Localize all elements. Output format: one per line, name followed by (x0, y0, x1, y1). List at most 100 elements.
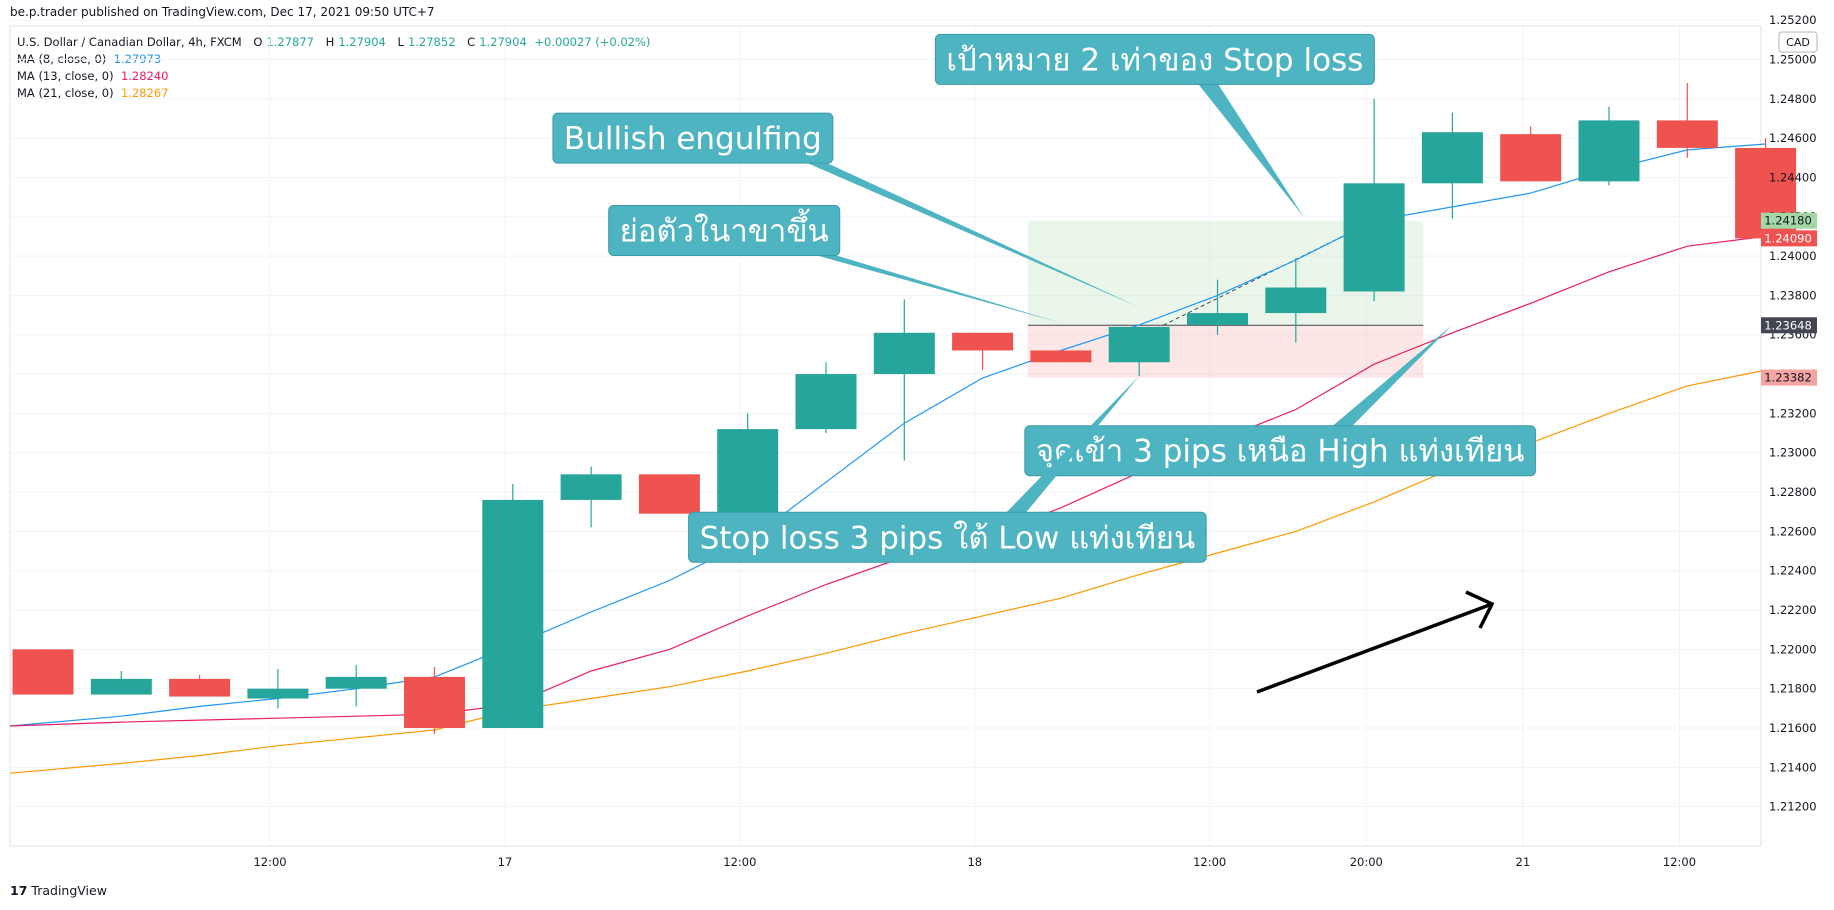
candle-bearish (404, 676, 465, 729)
price-tick-label: 1.23200 (1769, 406, 1817, 420)
time-axis: 12:00 17 12:00 18 12:00 20:00 21 12:00 (253, 855, 1696, 869)
price-tick-label: 1.22200 (1769, 603, 1817, 617)
published-info: be.p.trader published on TradingView.com… (10, 5, 435, 19)
price-tick-label: 1.24800 (1769, 92, 1817, 106)
candle-bullish (1578, 120, 1640, 182)
price-tick-label: 1.24000 (1769, 249, 1817, 263)
close-value: 1.27904 (479, 35, 527, 49)
price-label-box (1761, 369, 1817, 386)
price-tick-label: 1.22600 (1769, 524, 1817, 538)
time-tick-label: 12:00 (723, 855, 756, 869)
price-label-box (1761, 317, 1817, 334)
annotation-box-4 (688, 511, 1207, 563)
high-value: 1.27904 (338, 35, 386, 49)
price-tick-label: 1.24600 (1769, 131, 1817, 145)
price-label-box (1761, 212, 1817, 229)
candle-bullish (873, 332, 935, 375)
footer-brand[interactable]: 17 TradingView (10, 883, 107, 898)
stop-zone (1027, 325, 1424, 378)
annotation-text-0: เป้าหมาย 2 เท่าของ Stop loss (946, 42, 1363, 78)
annotation-text-2: ย่อตัวในาขาขึ้น (620, 209, 829, 250)
price-tick-label: 1.21200 (1769, 800, 1817, 814)
trend-arrow (1256, 590, 1495, 694)
candle-bearish (1500, 134, 1562, 182)
candles (12, 83, 1797, 734)
annotation-text-4: Stop loss 3 pips ใต้ Low แท่งเทียน (700, 520, 1196, 556)
ma21-label: MA (21, close, 0) (17, 86, 114, 100)
candle-bearish (1030, 350, 1092, 363)
ma13-label: MA (13, close, 0) (17, 69, 114, 83)
candle-bullish (1343, 183, 1405, 292)
candle-bearish (638, 474, 700, 514)
price-tick-label: 1.22400 (1769, 564, 1817, 578)
ma21-legend[interactable]: MA (21, close, 0) 1.28267 (17, 85, 650, 102)
ma21-value: 1.28267 (120, 86, 169, 100)
currency-badge (1778, 31, 1818, 53)
candle-bullish (482, 499, 544, 729)
time-tick-label: 12:00 (253, 855, 286, 869)
annotation-pointer-3 (1330, 324, 1453, 428)
ma13-value: 1.28240 (120, 69, 169, 83)
price-tick-label: 1.23800 (1769, 288, 1817, 302)
price-tick-label: 1.21800 (1769, 682, 1817, 696)
price-tick-label: 1.24400 (1769, 170, 1817, 184)
price-tick-label: 1.22800 (1769, 485, 1817, 499)
candle-bullish (795, 374, 857, 430)
ma13-legend[interactable]: MA (13, close, 0) 1.28240 (17, 68, 650, 85)
symbol-title[interactable]: U.S. Dollar / Canadian Dollar, 4h, FXCM (17, 35, 242, 49)
candle-bullish (1265, 287, 1327, 314)
time-tick-label: 12:00 (1663, 855, 1696, 869)
annotation-text-3: จุดเข้า 3 pips เหนือ High แท่งเทียน (1036, 434, 1525, 471)
open-label: O (253, 35, 263, 49)
candle-bullish (1108, 326, 1170, 363)
open-value: 1.27877 (266, 35, 314, 49)
candle-bearish (169, 678, 231, 697)
low-value: 1.27852 (407, 35, 456, 49)
price-tick-label: 1.25000 (1769, 52, 1817, 66)
candle-bullish (717, 429, 779, 514)
annotation-pointer-1 (802, 161, 1140, 308)
price-label-text: 1.23382 (1764, 371, 1812, 385)
ma-line-1 (9, 235, 1766, 727)
price-label-text: 1.23648 (1764, 318, 1812, 332)
annotation-box-0 (934, 33, 1375, 85)
candle-bullish (1421, 132, 1483, 184)
low-label: L (397, 35, 404, 49)
candle-bullish (90, 678, 152, 695)
time-tick-label: 18 (967, 855, 982, 869)
time-tick-label: 21 (1516, 855, 1531, 869)
annotation-box-3 (1024, 425, 1536, 477)
candle-bearish (952, 332, 1014, 351)
price-axis: 1.21200 1.21400 1.21600 1.21800 1.22000 1.222… (1761, 13, 1818, 814)
trend-arrow-shaft (1256, 602, 1493, 694)
close-label: C (467, 35, 476, 49)
annotations: เป้าหมาย 2 เท่าของ Stop loss Bullish engu… (552, 33, 1536, 563)
price-tick-label: 1.21400 (1769, 760, 1817, 774)
price-label-text: 1.24090 (1764, 231, 1812, 245)
currency-label: CAD (1786, 36, 1810, 49)
time-tick-label: 20:00 (1350, 855, 1383, 869)
chart-legend: U.S. Dollar / Canadian Dollar, 4h, FXCM … (17, 34, 650, 102)
brand-name: TradingView (31, 883, 107, 898)
candle-bullish (325, 676, 387, 689)
annotation-pointer-4 (1004, 376, 1140, 515)
candle-bullish (1187, 313, 1248, 325)
time-tick-label: 17 (498, 855, 513, 869)
candle-bullish (560, 474, 622, 500)
price-label-box (1761, 230, 1817, 247)
candle-bearish (1656, 120, 1718, 148)
high-label: H (325, 35, 335, 49)
annotation-text-1: Bullish engulfing (564, 121, 822, 157)
candle-bullish (247, 688, 309, 699)
annotation-box-2 (608, 205, 841, 257)
price-label-text: 1.24180 (1764, 214, 1812, 228)
price-tick-label: 1.21600 (1769, 721, 1817, 735)
change-value: +0.00027 (+0.02%) (534, 35, 651, 49)
trend-arrow-head (1465, 590, 1495, 629)
tv-logo-icon: 17 (10, 883, 28, 898)
ohlc-values: O 1.27877 H 1.27904 L 1.27852 C 1.27904 +0.0… (245, 35, 650, 49)
annotation-pointer-2 (809, 253, 1061, 323)
symbol-row: U.S. Dollar / Canadian Dollar, 4h, FXCM … (17, 34, 650, 51)
price-tick-label: 1.22000 (1769, 642, 1817, 656)
